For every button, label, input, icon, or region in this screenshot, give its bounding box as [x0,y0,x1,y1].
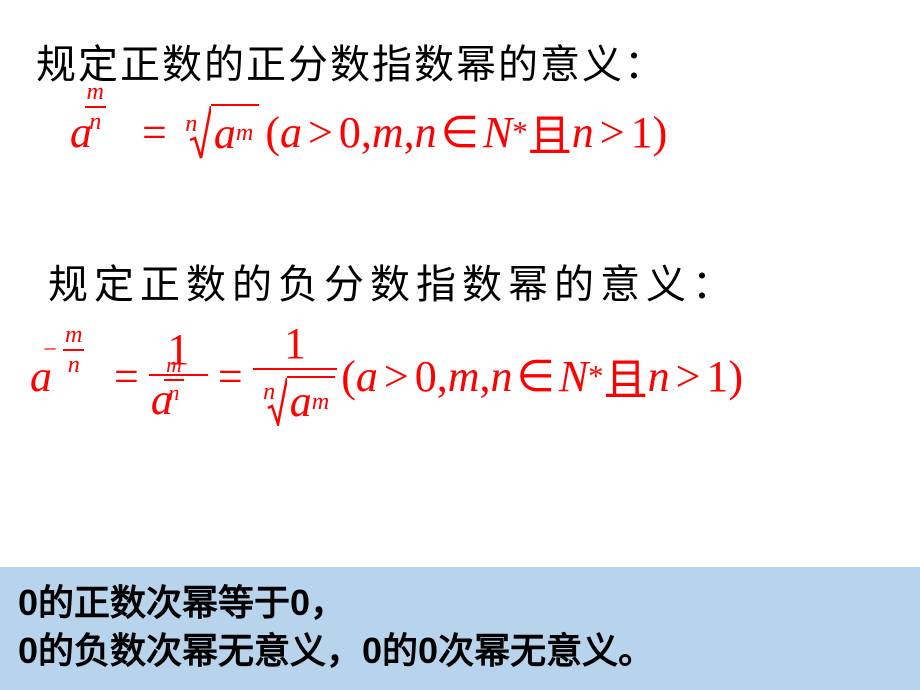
one: 1 [706,351,728,402]
set-N: N [559,351,588,402]
cond-m: m [448,351,480,402]
exp-m: m [85,80,106,104]
zero: 0 [339,107,361,158]
den-exp-m: m [164,355,184,377]
paren-close: ) [653,107,668,158]
heading-negative-exponent: 规定正数的负分数指数幂的意义： [48,252,738,310]
footer-note-box: 0的正数次幂等于0， 0的负数次幂无意义，0的0次幂无意义。 [0,567,920,690]
exp-m: m [63,323,84,347]
numerator-1b: 1 [282,322,308,366]
gt: > [384,351,409,402]
and-cn: 且 [528,100,572,164]
fraction-2: 1 n a m [253,322,338,431]
cond-n: n [415,107,437,158]
set-N: N [483,107,512,158]
paren-close: ) [728,351,743,402]
gt: > [600,107,625,158]
zero: 0 [415,351,437,402]
formula-positive-fractional-exponent: a m n = n a m ( a > 0 , m , n ∈ N * 且 n [70,100,667,164]
fraction-1: 1 a m n [149,328,208,424]
exp-n: n [87,110,103,136]
formula-negative-fractional-exponent: a − m n = 1 a m n [30,322,743,431]
root-index-n: n [263,380,275,404]
exp-n: n [66,353,82,379]
equals: = [114,351,139,402]
gt: > [676,351,701,402]
equals: = [142,107,167,158]
heading-positive-exponent: 规定正数的正分数指数幂的意义： [36,32,666,90]
footer-line-2: 0的负数次幂无意义，0的0次幂无意义。 [18,627,902,676]
neg-sign: − [43,336,57,363]
in: ∈ [441,107,479,158]
equals: = [218,351,243,402]
paren-open: ( [341,351,356,402]
one: 1 [631,107,653,158]
root-index-n: n [185,110,197,138]
radicand-a: a [290,380,312,424]
footer-line-1: 0的正数次幂等于0， [18,579,902,628]
in: ∈ [516,351,554,402]
paren-open: ( [265,107,280,158]
and-cn: 且 [604,344,648,408]
cond-n: n [490,351,512,402]
comma: , [479,351,490,402]
cond-n2: n [572,107,594,158]
gt: > [308,107,333,158]
comma: , [404,107,415,158]
comma: , [437,351,448,402]
cond-n2: n [648,351,670,402]
comma: , [361,107,372,158]
cond-m: m [372,107,404,158]
cond-a: a [280,107,302,158]
cond-a: a [356,351,378,402]
radicand-a: a [214,108,236,159]
den-exp-n: n [167,383,182,407]
